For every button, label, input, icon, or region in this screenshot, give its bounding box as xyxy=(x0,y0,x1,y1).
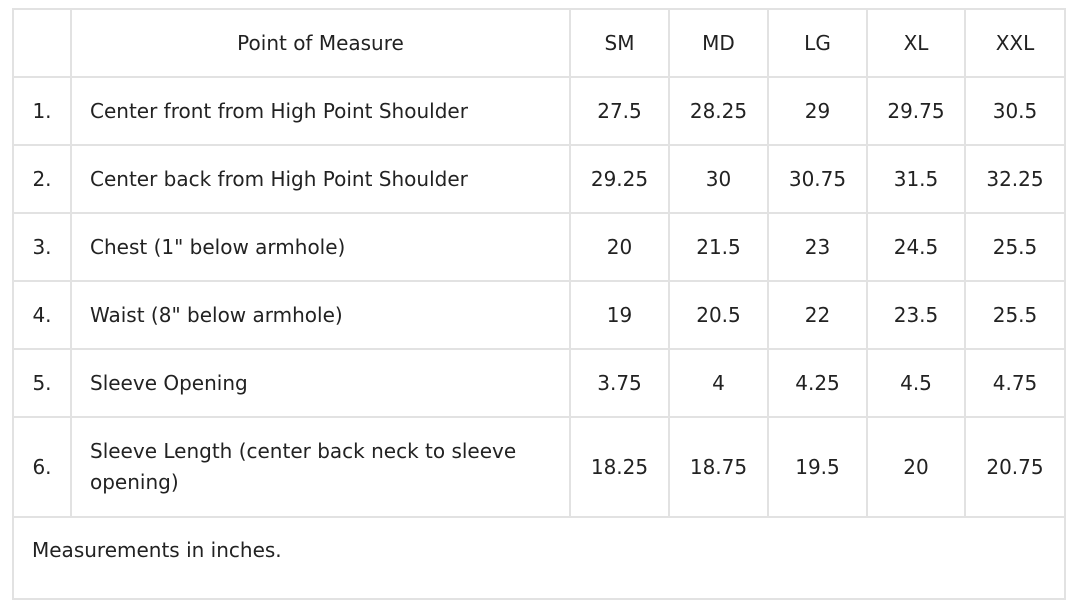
value-lg: 22 xyxy=(767,280,868,350)
point-of-measure: Waist (8" below armhole) xyxy=(70,280,571,350)
table-row: 1. Center front from High Point Shoulder 2… xyxy=(12,76,1066,146)
value-lg: 19.5 xyxy=(767,416,868,518)
value-sm: 29.25 xyxy=(569,144,670,214)
point-of-measure: Center back from High Point Shoulder xyxy=(70,144,571,214)
value-xl: 24.5 xyxy=(866,212,966,282)
point-of-measure: Center front from High Point Shoulder xyxy=(70,76,571,146)
header-number xyxy=(12,8,72,78)
footnote-row: Measurements in inches. xyxy=(12,516,1066,600)
value-sm: 19 xyxy=(569,280,670,350)
header-lg: LG xyxy=(767,8,868,78)
value-xxl: 4.75 xyxy=(964,348,1066,418)
value-lg: 30.75 xyxy=(767,144,868,214)
table-row: 6. Sleeve Length (center back neck to sle… xyxy=(12,416,1066,518)
point-of-measure: Chest (1" below armhole) xyxy=(70,212,571,282)
value-sm: 3.75 xyxy=(569,348,670,418)
header-xl: XL xyxy=(866,8,966,78)
value-lg: 29 xyxy=(767,76,868,146)
value-xl: 20 xyxy=(866,416,966,518)
value-sm: 27.5 xyxy=(569,76,670,146)
value-xxl: 25.5 xyxy=(964,212,1066,282)
header-xxl: XXL xyxy=(964,8,1066,78)
row-number: 5. xyxy=(12,348,72,418)
value-xl: 4.5 xyxy=(866,348,966,418)
table-row: 4. Waist (8" below armhole) 19 20.5 22 23.5 25… xyxy=(12,280,1066,350)
header-md: MD xyxy=(668,8,769,78)
header-sm: SM xyxy=(569,8,670,78)
value-xxl: 20.75 xyxy=(964,416,1066,518)
value-xl: 23.5 xyxy=(866,280,966,350)
header-row: Point of Measure SM MD LG XL XXL xyxy=(12,8,1066,78)
value-lg: 4.25 xyxy=(767,348,868,418)
size-chart-table: Point of Measure SM MD LG XL XXL 1. Cente… xyxy=(12,8,1066,600)
value-sm: 20 xyxy=(569,212,670,282)
value-sm: 18.25 xyxy=(569,416,670,518)
value-xxl: 25.5 xyxy=(964,280,1066,350)
table-row: 2. Center back from High Point Shoulder 29… xyxy=(12,144,1066,214)
value-md: 21.5 xyxy=(668,212,769,282)
footnote: Measurements in inches. xyxy=(12,516,1066,600)
table-row: 5. Sleeve Opening 3.75 4 4.25 4.5 4.75 xyxy=(12,348,1066,418)
row-number: 2. xyxy=(12,144,72,214)
row-number: 1. xyxy=(12,76,72,146)
point-of-measure: Sleeve Opening xyxy=(70,348,571,418)
value-xl: 31.5 xyxy=(866,144,966,214)
row-number: 3. xyxy=(12,212,72,282)
value-md: 28.25 xyxy=(668,76,769,146)
table-row: 3. Chest (1" below armhole) 20 21.5 23 24.5 25… xyxy=(12,212,1066,282)
row-number: 4. xyxy=(12,280,72,350)
value-xxl: 30.5 xyxy=(964,76,1066,146)
value-xl: 29.75 xyxy=(866,76,966,146)
value-md: 18.75 xyxy=(668,416,769,518)
point-of-measure: Sleeve Length (center back neck to sleev… xyxy=(70,416,571,518)
row-number: 6. xyxy=(12,416,72,518)
value-md: 30 xyxy=(668,144,769,214)
value-xxl: 32.25 xyxy=(964,144,1066,214)
value-md: 4 xyxy=(668,348,769,418)
value-lg: 23 xyxy=(767,212,868,282)
header-point-of-measure: Point of Measure xyxy=(70,8,571,78)
value-md: 20.5 xyxy=(668,280,769,350)
